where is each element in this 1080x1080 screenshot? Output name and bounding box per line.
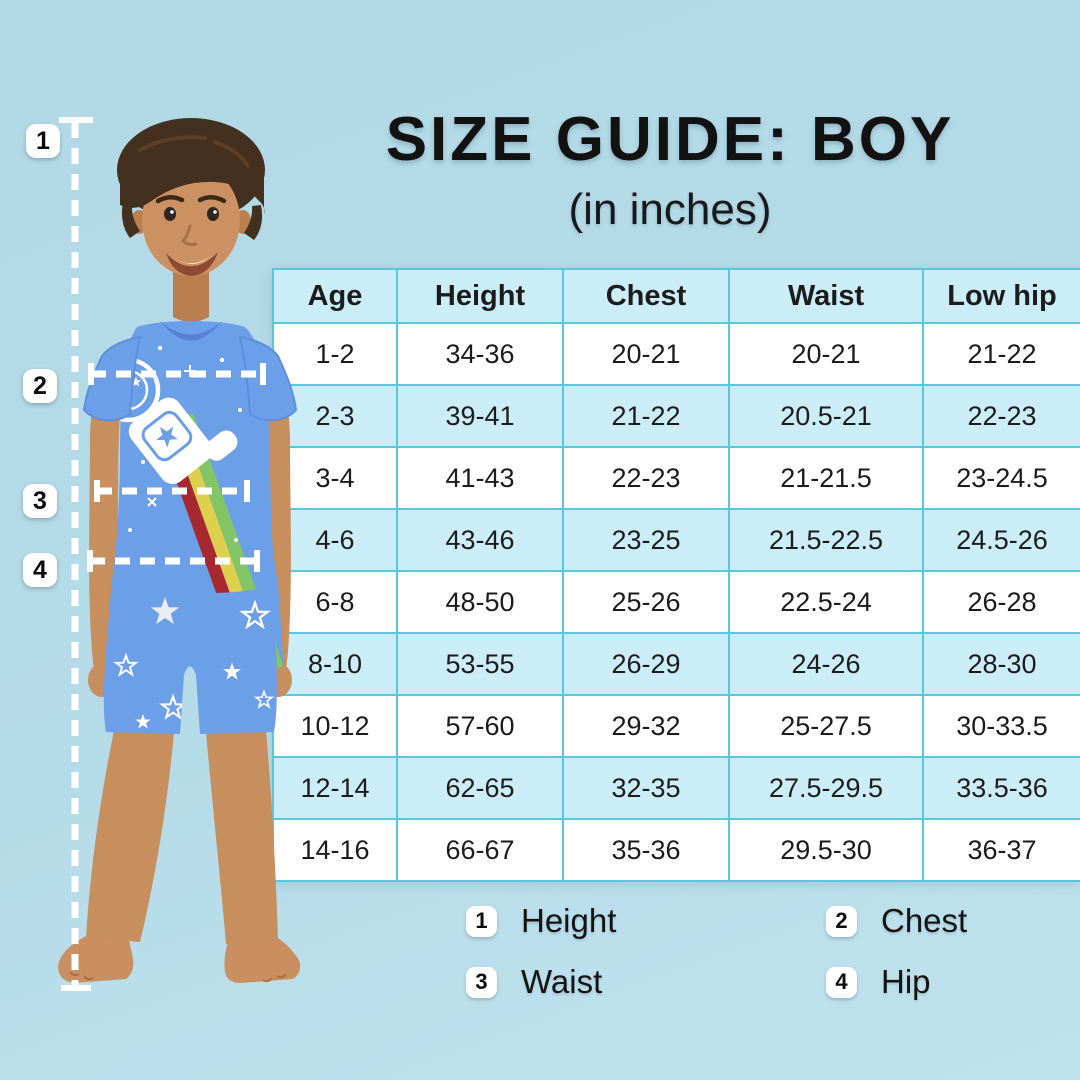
table-cell: 41-43	[396, 446, 564, 510]
table-cell: 21.5-22.5	[728, 508, 924, 572]
boy-smile	[166, 252, 218, 276]
table-cell: 23-25	[562, 508, 730, 572]
table-row: 8-10 53-55 26-29 24-26 28-30	[272, 632, 1080, 696]
table-cell: 62-65	[396, 756, 564, 820]
table-row: 6-8 48-50 25-26 22.5-24 26-28	[272, 570, 1080, 634]
boy-head	[117, 118, 265, 322]
legend-item-height: 1 Height	[466, 902, 616, 940]
table-row: 3-4 41-43 22-23 21-21.5 23-24.5	[272, 446, 1080, 510]
table-cell: 29.5-30	[728, 818, 924, 882]
table-cell: 29-32	[562, 694, 730, 758]
table-cell: 22-23	[922, 384, 1080, 448]
legend-badge-2: 2	[826, 905, 857, 937]
boy-collar	[160, 321, 222, 341]
boy-face	[142, 164, 240, 276]
table-cell: 6-8	[272, 570, 398, 634]
table-cell: 48-50	[396, 570, 564, 634]
boy-eyes	[164, 207, 176, 221]
table-cell: 25-26	[562, 570, 730, 634]
boy-left-foot	[58, 936, 134, 983]
table-cell: 20-21	[728, 322, 924, 386]
table-cell: 57-60	[396, 694, 564, 758]
marker-badge-chest: 2	[23, 369, 57, 403]
table-cell: 36-37	[922, 818, 1080, 882]
table-cell: 34-36	[396, 322, 564, 386]
table-cell: 43-46	[396, 508, 564, 572]
boy-neck	[173, 260, 209, 322]
boy-right-sleeve	[238, 335, 298, 422]
legend-item-waist: 3 Waist	[466, 963, 602, 1001]
boy-photo	[58, 118, 301, 983]
table-cell: 8-10	[272, 632, 398, 696]
table-row: 1-2 34-36 20-21 20-21 21-22	[272, 322, 1080, 386]
table-row: 14-16 66-67 35-36 29.5-30 36-37	[272, 818, 1080, 882]
boy-shorts	[103, 578, 277, 734]
legend-badge-3: 3	[466, 966, 497, 998]
table-cell: 26-29	[562, 632, 730, 696]
column-header-height: Height	[396, 268, 564, 324]
table-cell: 26-28	[922, 570, 1080, 634]
table-cell: 24-26	[728, 632, 924, 696]
table-cell: 27.5-29.5	[728, 756, 924, 820]
table-row: 4-6 43-46 23-25 21.5-22.5 24.5-26	[272, 508, 1080, 572]
table-cell: 24.5-26	[922, 508, 1080, 572]
boy-legs	[58, 730, 301, 983]
table-cell: 22-23	[562, 446, 730, 510]
boy-nose	[180, 224, 198, 247]
table-cell: 39-41	[396, 384, 564, 448]
table-cell: 12-14	[272, 756, 398, 820]
legend-label-chest: Chest	[881, 902, 968, 939]
table-cell: 20-21	[562, 322, 730, 386]
boy-left-sleeve	[82, 335, 142, 422]
boy-right-foot	[224, 938, 301, 983]
table-cell: 23-24.5	[922, 446, 1080, 510]
table-cell: 30-33.5	[922, 694, 1080, 758]
legend-label-waist: Waist	[521, 963, 603, 1000]
marker-badge-waist: 3	[23, 484, 57, 518]
table-cell: 53-55	[396, 632, 564, 696]
table-cell: 35-36	[562, 818, 730, 882]
marker-badge-hip: 4	[23, 553, 57, 587]
size-table-header-row: Age Height Chest Waist Low hip	[272, 268, 1080, 324]
table-cell: 3-4	[272, 446, 398, 510]
table-cell: 25-27.5	[728, 694, 924, 758]
legend-badge-4: 4	[826, 966, 857, 998]
table-cell: 66-67	[396, 818, 564, 882]
table-cell: 20.5-21	[728, 384, 924, 448]
table-cell: 22.5-24	[728, 570, 924, 634]
page-subtitle: (in inches)	[568, 185, 772, 234]
table-row: 12-14 62-65 32-35 27.5-29.5 33.5-36	[272, 756, 1080, 820]
table-cell: 10-12	[272, 694, 398, 758]
table-row: 2-3 39-41 21-22 20.5-21 22-23	[272, 384, 1080, 448]
boy-eyebrows	[155, 195, 185, 204]
column-header-waist: Waist	[728, 268, 924, 324]
table-cell: 28-30	[922, 632, 1080, 696]
table-cell: 21-21.5	[728, 446, 924, 510]
size-table: Age Height Chest Waist Low hip 1-2 34-36 20-21…	[272, 268, 1080, 882]
table-cell: 14-16	[272, 818, 398, 882]
column-header-low-hip: Low hip	[922, 268, 1080, 324]
table-cell: 32-35	[562, 756, 730, 820]
astronaut-body	[128, 397, 238, 484]
legend-badge-1: 1	[466, 905, 497, 937]
page-title: SIZE GUIDE: BOY	[385, 105, 955, 174]
size-table-body: 1-2 34-36 20-21 20-21 21-22 2-3 39-41 21-22 20.5…	[272, 322, 1080, 882]
marker-badge-height: 1	[26, 124, 60, 158]
legend-item-hip: 4 Hip	[826, 963, 931, 1001]
table-cell: 21-22	[562, 384, 730, 448]
table-row: 10-12 57-60 29-32 25-27.5 30-33.5	[272, 694, 1080, 758]
table-cell: 4-6	[272, 508, 398, 572]
table-cell: 33.5-36	[922, 756, 1080, 820]
legend-label-height: Height	[521, 902, 617, 939]
column-header-chest: Chest	[562, 268, 730, 324]
column-header-age: Age	[272, 268, 398, 324]
legend-label-hip: Hip	[881, 963, 931, 1000]
legend-item-chest: 2 Chest	[826, 902, 967, 940]
table-cell: 21-22	[922, 322, 1080, 386]
